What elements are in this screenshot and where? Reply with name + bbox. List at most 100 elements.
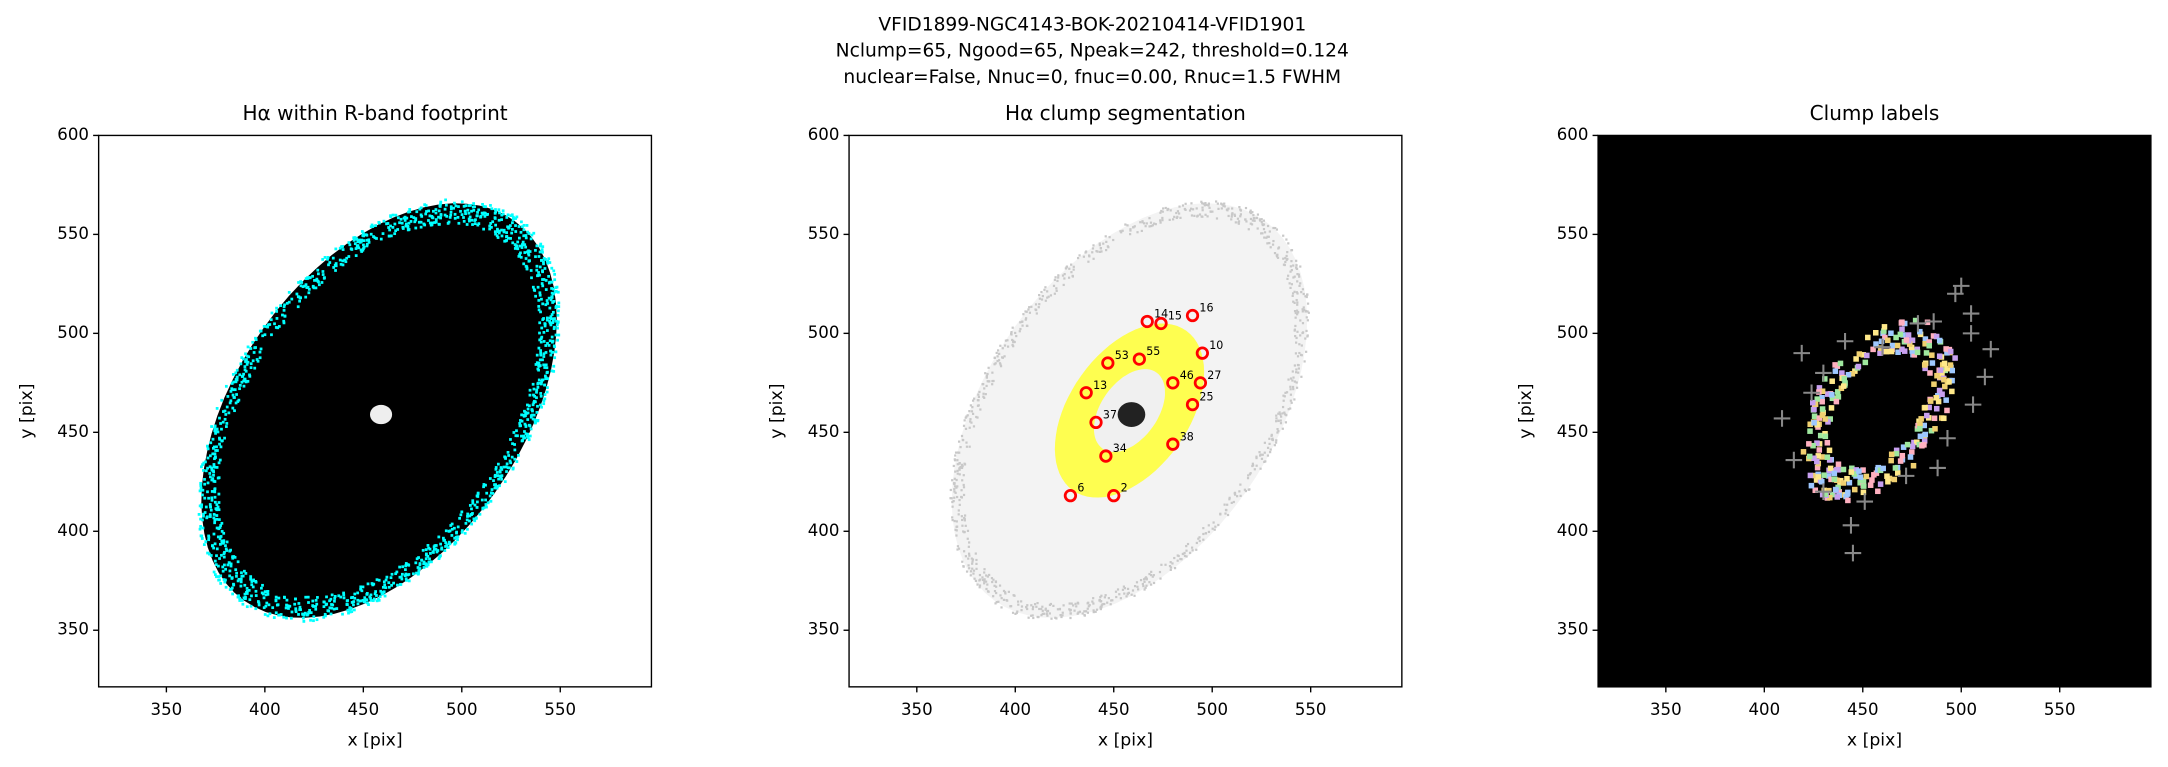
- edge-pixel: [282, 321, 286, 325]
- label-pixel: [1941, 415, 1947, 422]
- edge-pixel: [966, 529, 970, 532]
- edge-pixel: [442, 536, 445, 540]
- edge-pixel: [213, 518, 217, 522]
- edge-pixel: [228, 574, 232, 578]
- clump: [1195, 346, 1209, 360]
- edge-pixel: [1037, 615, 1040, 619]
- edge-pixel: [1277, 430, 1280, 433]
- edge-pixel: [199, 484, 203, 487]
- edge-pixel: [956, 545, 960, 548]
- edge-pixel: [538, 291, 542, 295]
- edge-pixel: [1031, 608, 1034, 611]
- edge-pixel: [1204, 213, 1207, 216]
- edge-pixel: [1151, 224, 1154, 227]
- edge-pixel: [282, 305, 286, 309]
- edge-pixel: [954, 491, 957, 494]
- edge-pixel: [971, 560, 974, 563]
- edge-pixel: [505, 216, 509, 219]
- edge-pixel: [972, 425, 976, 428]
- edge-pixel: [1178, 205, 1181, 208]
- label-pixel: [1949, 388, 1955, 395]
- edge-pixel: [541, 284, 545, 288]
- edge-pixel: [440, 547, 444, 551]
- edge-pixel: [535, 353, 539, 357]
- label-pixel: [1949, 367, 1956, 374]
- edge-pixel: [548, 316, 552, 320]
- edge-pixel: [538, 293, 542, 297]
- label-pixel: [1923, 350, 1930, 356]
- edge-pixel: [228, 401, 232, 405]
- edge-pixel: [492, 479, 495, 483]
- edge-pixel: [1070, 271, 1073, 274]
- edge-pixel: [297, 602, 301, 605]
- label-pixel: [1839, 370, 1845, 376]
- edge-pixel: [1067, 276, 1071, 279]
- edge-pixel: [424, 557, 428, 561]
- edge-pixel: [231, 393, 235, 397]
- edge-pixel: [495, 471, 499, 474]
- x-tick-label: 450: [347, 700, 379, 719]
- edge-pixel: [1269, 450, 1272, 454]
- edge-pixel: [221, 420, 225, 424]
- edge-pixel: [287, 607, 290, 610]
- edge-pixel: [1262, 228, 1266, 231]
- edge-pixel: [528, 388, 532, 392]
- edge-pixel: [1289, 399, 1292, 402]
- edge-pixel: [1296, 330, 1299, 333]
- edge-pixel: [551, 319, 555, 323]
- edge-pixel: [1284, 413, 1287, 416]
- edge-pixel: [240, 375, 244, 378]
- edge-pixel: [443, 207, 447, 211]
- edge-pixel: [210, 466, 214, 470]
- edge-pixel: [540, 380, 544, 383]
- edge-pixel: [356, 244, 360, 247]
- edge-pixel: [484, 503, 488, 506]
- y-tick-label: 600: [57, 125, 89, 144]
- edge-pixel: [1010, 333, 1013, 336]
- edge-pixel: [995, 591, 998, 595]
- edge-pixel: [986, 380, 989, 383]
- edge-pixel: [539, 382, 543, 386]
- edge-pixel: [1256, 213, 1260, 216]
- label-pixel: [1814, 396, 1821, 402]
- edge-pixel: [321, 270, 325, 273]
- edge-pixel: [1293, 380, 1296, 383]
- edge-pixel: [460, 529, 464, 533]
- edge-pixel: [226, 395, 230, 398]
- edge-pixel: [1078, 610, 1082, 613]
- edge-pixel: [1034, 303, 1038, 306]
- edge-pixel: [529, 237, 533, 241]
- edge-pixel: [534, 255, 537, 259]
- label-pixel: [1812, 472, 1818, 479]
- edge-pixel: [543, 322, 547, 326]
- edge-pixel: [1069, 616, 1072, 620]
- edge-pixel: [352, 600, 356, 603]
- edge-pixel: [1063, 277, 1066, 280]
- label-pixel: [1870, 346, 1876, 353]
- edge-pixel: [404, 572, 408, 576]
- edge-pixel: [967, 552, 971, 555]
- edge-pixel: [216, 535, 220, 539]
- edge-pixel: [1272, 226, 1275, 230]
- edge-pixel: [969, 574, 972, 577]
- clump-label: 14: [1154, 308, 1168, 321]
- edge-pixel: [1068, 267, 1071, 270]
- label-pixel: [1860, 352, 1867, 358]
- edge-pixel: [199, 534, 203, 538]
- edge-pixel: [223, 563, 226, 567]
- edge-pixel: [218, 436, 221, 440]
- label-pixel: [1911, 439, 1917, 446]
- edge-pixel: [1030, 305, 1033, 308]
- edge-pixel: [970, 557, 973, 560]
- edge-pixel: [285, 603, 288, 607]
- edge-pixel: [361, 585, 365, 589]
- edge-pixel: [437, 215, 440, 219]
- edge-pixel: [982, 392, 985, 395]
- edge-pixel: [313, 279, 316, 282]
- edge-pixel: [1025, 310, 1028, 313]
- edge-pixel: [484, 205, 487, 209]
- label-pixel: [1917, 433, 1924, 440]
- edge-pixel: [472, 517, 476, 521]
- label-pixel: [1941, 376, 1947, 383]
- label-pixel: [1827, 465, 1834, 472]
